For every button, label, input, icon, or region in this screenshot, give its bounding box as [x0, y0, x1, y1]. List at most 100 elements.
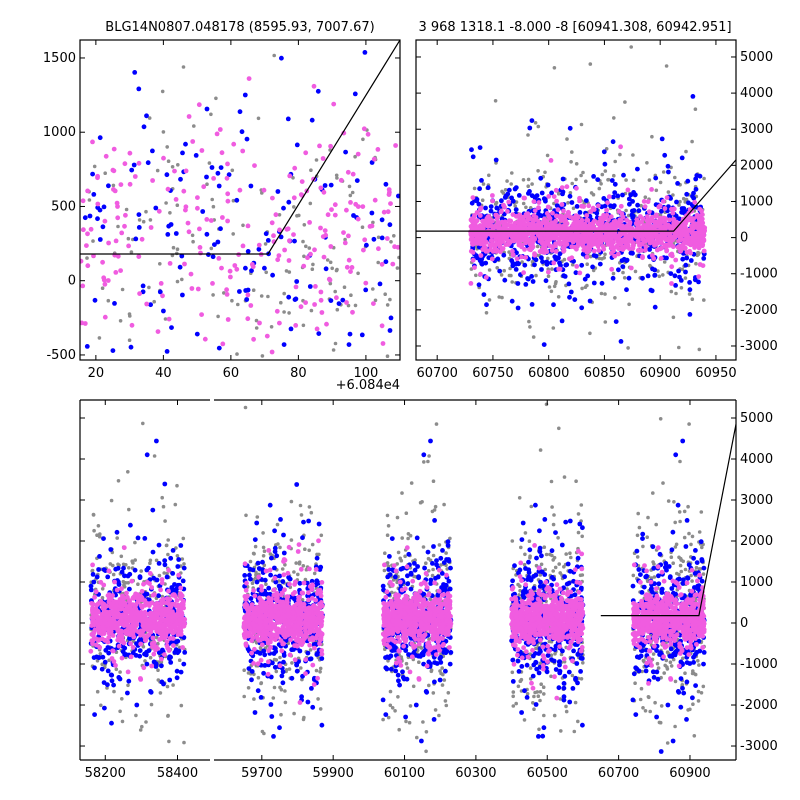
- data-point-gray: [361, 137, 365, 142]
- data-point-magenta: [162, 652, 167, 657]
- data-point-blue: [687, 287, 693, 293]
- data-point-blue: [125, 690, 130, 696]
- data-point-gray: [552, 66, 557, 70]
- data-point-blue: [127, 571, 133, 577]
- data-point-blue: [354, 178, 360, 184]
- data-point-gray: [243, 405, 248, 410]
- data-point-blue: [539, 255, 544, 261]
- data-point-gray: [353, 154, 357, 159]
- data-point-magenta: [261, 187, 267, 193]
- data-point-blue: [277, 573, 282, 579]
- data-point-magenta: [668, 252, 673, 258]
- data-point-gray: [271, 696, 276, 700]
- data-point-magenta: [165, 645, 171, 651]
- data-point-magenta: [112, 579, 117, 585]
- data-point-magenta: [201, 184, 207, 190]
- data-point-gray: [106, 298, 111, 303]
- data-point-gray: [299, 513, 304, 517]
- data-point-gray: [693, 107, 698, 111]
- data-point-magenta: [210, 281, 215, 286]
- data-point-blue: [169, 585, 175, 590]
- points-group: [88, 421, 188, 745]
- data-point-magenta: [287, 173, 293, 179]
- data-point-blue: [212, 242, 217, 248]
- data-point-magenta: [257, 320, 262, 326]
- data-point-blue: [502, 195, 508, 200]
- data-point-magenta: [147, 571, 153, 576]
- data-point-magenta: [141, 665, 147, 671]
- data-point-magenta: [639, 219, 644, 225]
- data-point-blue: [363, 287, 369, 293]
- data-point-magenta: [95, 609, 101, 615]
- data-point-magenta: [557, 213, 563, 219]
- data-point-gray: [154, 635, 159, 640]
- data-point-gray: [87, 198, 92, 202]
- data-point-blue: [126, 678, 132, 684]
- data-point-magenta: [329, 207, 334, 213]
- data-point-blue: [494, 205, 500, 211]
- data-point-magenta: [344, 300, 349, 305]
- data-point-blue: [119, 569, 125, 575]
- y-tick-label: -3000: [740, 339, 778, 354]
- data-point-gray: [546, 274, 551, 279]
- data-point-blue: [181, 565, 187, 571]
- data-point-gray: [565, 137, 569, 141]
- data-point-blue: [279, 55, 284, 61]
- data-point-magenta: [390, 261, 396, 267]
- data-point-blue: [126, 586, 132, 592]
- data-point-blue: [673, 213, 679, 219]
- data-point-blue: [112, 301, 117, 306]
- data-point-magenta: [164, 617, 170, 622]
- data-point-gray: [143, 659, 147, 663]
- data-point-magenta: [667, 217, 672, 223]
- data-point-gray: [242, 668, 246, 672]
- data-point-magenta: [303, 300, 308, 305]
- data-point-magenta: [349, 265, 355, 270]
- data-point-magenta: [111, 146, 117, 152]
- data-point-gray: [260, 354, 265, 358]
- data-point-blue: [479, 259, 484, 265]
- data-point-gray: [91, 239, 95, 243]
- data-point-gray: [140, 724, 144, 729]
- data-point-gray: [126, 581, 130, 585]
- data-point-magenta: [113, 622, 119, 628]
- data-point-blue: [148, 689, 153, 694]
- data-point-gray: [148, 218, 153, 222]
- data-point-gray: [654, 188, 659, 193]
- data-point-magenta: [595, 203, 601, 209]
- data-point-gray: [133, 540, 137, 545]
- data-point-magenta: [228, 274, 233, 280]
- data-point-magenta: [282, 247, 287, 253]
- data-point-gray: [98, 652, 103, 656]
- data-point-blue: [612, 190, 618, 196]
- data-point-magenta: [118, 182, 124, 188]
- data-point-gray: [290, 661, 294, 665]
- data-point-gray: [585, 262, 589, 267]
- data-point-blue: [269, 714, 275, 719]
- data-point-blue: [680, 256, 686, 262]
- data-point-blue: [109, 672, 115, 678]
- data-point-magenta: [138, 632, 143, 638]
- data-point-gray: [328, 260, 333, 265]
- data-point-blue: [137, 653, 143, 659]
- data-point-magenta: [142, 613, 148, 619]
- data-point-gray: [556, 192, 561, 196]
- data-point-magenta: [611, 224, 617, 230]
- data-point-blue: [162, 481, 168, 487]
- data-point-gray: [661, 273, 665, 277]
- data-point-gray: [279, 300, 283, 305]
- data-point-gray: [497, 295, 502, 299]
- data-point-magenta: [275, 257, 281, 263]
- data-point-magenta: [136, 612, 142, 618]
- data-point-blue: [204, 106, 210, 112]
- data-point-magenta: [317, 143, 322, 149]
- data-point-magenta: [505, 222, 511, 228]
- data-point-magenta: [583, 236, 588, 242]
- data-point-blue: [552, 254, 558, 260]
- data-point-gray: [182, 740, 186, 745]
- data-point-blue: [652, 273, 658, 278]
- data-point-blue: [572, 297, 578, 302]
- data-point-magenta: [557, 241, 563, 247]
- data-point-gray: [298, 503, 303, 508]
- data-point-magenta: [94, 642, 99, 648]
